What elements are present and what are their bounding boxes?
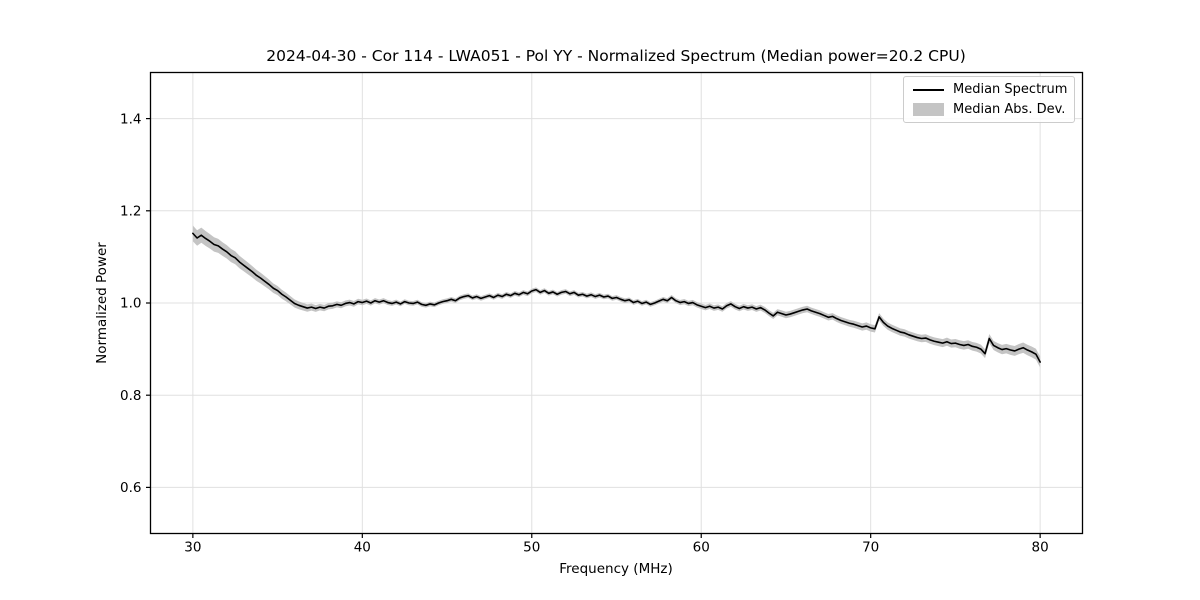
mad-band — [192, 225, 1041, 368]
legend-label: Median Spectrum — [953, 82, 1068, 98]
x-tick-label: 60 — [693, 540, 710, 556]
y-tick-label: 0.8 — [120, 388, 141, 404]
x-tick-label: 80 — [1032, 540, 1049, 556]
legend: Median Spectrum Median Abs. Dev. — [903, 76, 1075, 123]
y-tick-label: 1.4 — [120, 111, 141, 127]
chart-title: 2024-04-30 - Cor 114 - LWA051 - Pol YY -… — [266, 47, 966, 65]
line-swatch-icon — [913, 88, 944, 91]
legend-item-median-spectrum: Median Spectrum — [913, 81, 1068, 98]
legend-label: Median Abs. Dev. — [953, 101, 1066, 117]
y-tick-label: 0.6 — [120, 480, 141, 496]
x-tick-label: 40 — [354, 540, 371, 556]
legend-item-median-abs-dev: Median Abs. Dev. — [913, 101, 1068, 118]
x-axis-label: Frequency (MHz) — [559, 561, 673, 577]
patch-swatch-icon — [913, 102, 944, 116]
x-tick-label: 30 — [184, 540, 201, 556]
y-axis-label: Normalized Power — [94, 242, 110, 364]
y-tick-label: 1.2 — [120, 204, 141, 220]
x-tick-label: 50 — [523, 540, 540, 556]
median-spectrum-line — [192, 232, 1041, 363]
y-tick-label: 1.0 — [120, 296, 141, 312]
x-tick-label: 70 — [862, 540, 879, 556]
